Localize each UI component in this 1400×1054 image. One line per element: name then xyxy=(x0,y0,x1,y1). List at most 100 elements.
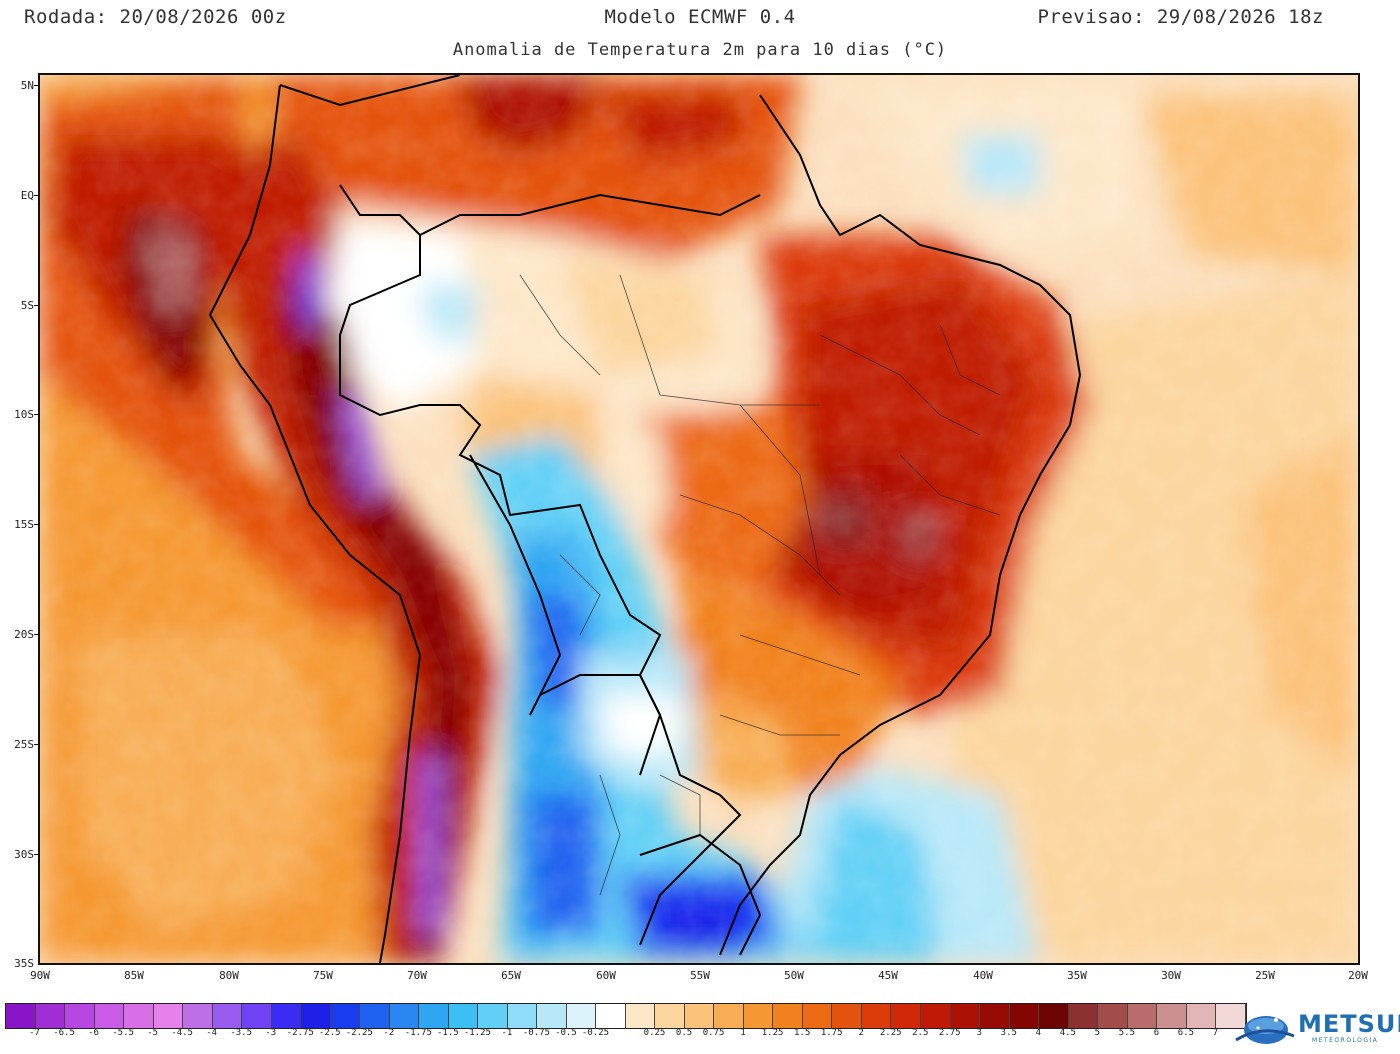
color-scale-swatch xyxy=(714,1004,744,1028)
color-scale xyxy=(5,1003,1247,1029)
color-scale-swatch xyxy=(1068,1004,1099,1028)
color-scale-label: 1.25 xyxy=(761,1028,784,1038)
color-scale-swatch xyxy=(1157,1004,1187,1028)
lat-tick xyxy=(34,854,39,855)
lon-label: 35W xyxy=(1067,969,1087,982)
color-scale-swatch xyxy=(6,1004,36,1028)
color-scale-label: 6 xyxy=(1153,1028,1160,1038)
color-scale-swatch xyxy=(1098,1004,1128,1028)
color-scale-swatch xyxy=(1127,1004,1158,1028)
field-texture xyxy=(40,75,1358,963)
color-scale-label: -0.75 xyxy=(522,1028,550,1038)
color-scale-label: -1.5 xyxy=(437,1028,459,1038)
color-scale-label: -1.25 xyxy=(463,1028,491,1038)
color-scale-swatch xyxy=(212,1004,243,1028)
metsul-logo: METSUL METEOROLOGIA xyxy=(1232,1006,1400,1050)
color-scale-label: 2 xyxy=(858,1028,864,1038)
color-scale-swatch xyxy=(507,1004,538,1028)
color-scale-swatch xyxy=(566,1004,597,1028)
color-scale-swatch xyxy=(537,1004,567,1028)
lon-label: 75W xyxy=(313,969,333,982)
lat-tick xyxy=(34,305,39,306)
color-scale-swatch xyxy=(1039,1004,1069,1028)
color-scale-swatch xyxy=(773,1004,803,1028)
lat-tick xyxy=(34,195,39,196)
caribbean-coast xyxy=(279,75,461,107)
model-label: Modelo ECMWF 0.4 xyxy=(604,6,796,28)
color-scale-label: -2.75 xyxy=(286,1028,314,1038)
color-scale-swatch xyxy=(891,1004,921,1028)
color-scale-swatch xyxy=(655,1004,685,1028)
lon-label: 85W xyxy=(124,969,144,982)
color-scale-label: 2.5 xyxy=(912,1028,929,1038)
lon-label: 25W xyxy=(1255,969,1275,982)
brazil-northern-border xyxy=(419,193,761,236)
map-subtitle: Anomalia de Temperatura 2m para 10 dias … xyxy=(452,40,948,60)
color-scale-label: -3 xyxy=(265,1028,277,1038)
color-scale-label: 6.5 xyxy=(1177,1028,1195,1038)
color-scale-swatch xyxy=(301,1004,331,1028)
lat-label: 35S xyxy=(14,957,34,970)
color-scale-label: -3.5 xyxy=(230,1028,253,1038)
paraguay-border xyxy=(539,674,662,776)
color-scale-swatch xyxy=(124,1004,154,1028)
color-scale-label: -2.5 xyxy=(318,1028,341,1038)
map-canvas xyxy=(40,75,1358,963)
color-scale-swatch xyxy=(1186,1004,1217,1028)
color-scale-label: 4.5 xyxy=(1059,1028,1076,1038)
color-scale-swatch xyxy=(1009,1004,1040,1028)
color-scale-label: -0.5 xyxy=(555,1028,577,1038)
color-scale-swatch xyxy=(920,1004,951,1028)
lon-label: 40W xyxy=(973,969,993,982)
lon-label: 65W xyxy=(501,969,521,982)
color-scale-label: -7 xyxy=(29,1028,40,1038)
lat-tick xyxy=(34,524,39,525)
color-scale-label: 0.5 xyxy=(675,1028,693,1038)
color-scale-label: -6 xyxy=(88,1028,99,1038)
lat-label: 5S xyxy=(20,299,34,312)
color-scale-label: -6.5 xyxy=(53,1028,75,1038)
color-scale-swatch xyxy=(950,1004,981,1028)
color-scale-label: -1 xyxy=(501,1028,513,1038)
color-scale-swatch xyxy=(419,1004,449,1028)
lat-label: 30S xyxy=(14,848,34,861)
color-scale-swatch xyxy=(802,1004,833,1028)
national-borders xyxy=(208,75,1082,963)
lat-tick xyxy=(34,634,39,635)
lat-label: EQ xyxy=(20,189,34,202)
lon-label: 70W xyxy=(407,969,427,982)
color-scale-label: -5.5 xyxy=(112,1028,134,1038)
color-scale-label: 5.5 xyxy=(1118,1028,1136,1038)
color-scale-swatch xyxy=(625,1004,656,1028)
lon-label: 20W xyxy=(1348,969,1368,982)
color-scale-label: -4 xyxy=(206,1028,218,1038)
lat-label: 20S xyxy=(14,628,34,641)
lat-label: 15S xyxy=(14,518,34,531)
color-scale-label: -4.5 xyxy=(171,1028,193,1038)
color-scale-label: 5 xyxy=(1094,1028,1101,1038)
color-scale-swatch xyxy=(183,1004,213,1028)
color-scale-label: 3.5 xyxy=(1000,1028,1017,1038)
color-scale-swatch xyxy=(1216,1004,1246,1028)
lon-label: 50W xyxy=(784,969,804,982)
color-scale-label: 3 xyxy=(976,1028,982,1038)
color-scale-swatch xyxy=(596,1004,626,1028)
color-scale-swatch xyxy=(65,1004,95,1028)
state-borders xyxy=(519,274,1001,896)
lat-tick xyxy=(34,744,39,745)
color-scale-label: 2.75 xyxy=(938,1028,961,1038)
color-scale-label: -2.25 xyxy=(345,1028,373,1038)
color-scale-label: 4 xyxy=(1035,1028,1042,1038)
lon-label: 30W xyxy=(1161,969,1181,982)
lon-label: 80W xyxy=(219,969,239,982)
color-scale-swatch xyxy=(330,1004,361,1028)
uruguay-border xyxy=(639,833,762,956)
color-scale-label: 0.25 xyxy=(643,1028,666,1038)
color-scale-swatch xyxy=(684,1004,715,1028)
brand-tagline: METEOROLOGIA xyxy=(1312,1037,1379,1044)
globe-icon xyxy=(1235,1016,1295,1044)
color-scale-label: -5 xyxy=(147,1028,159,1038)
color-scale-label: -0.25 xyxy=(581,1028,610,1038)
lon-label: 90W xyxy=(30,969,50,982)
color-scale-label: -2 xyxy=(383,1028,395,1038)
